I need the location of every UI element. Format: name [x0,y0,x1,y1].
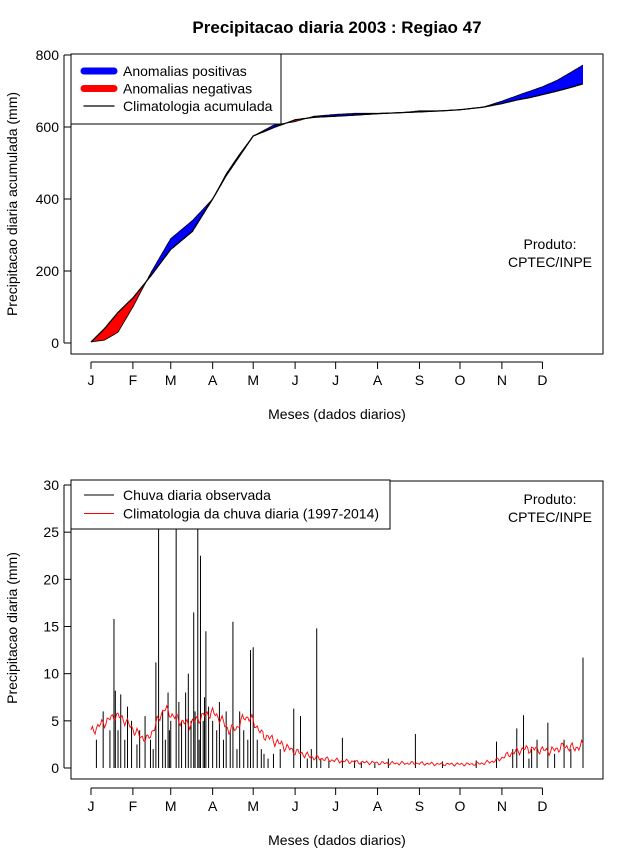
plot-frame [70,53,604,355]
x-tick-label: A [373,798,383,814]
y-tick-label: 20 [43,571,59,587]
daily-panel: Chuva diaria observada Climatologia da ch… [4,477,604,848]
y-tick-label: 10 [43,666,59,682]
credit-label-top: Produto: [524,236,577,252]
legend-label: Chuva diaria observada [123,487,271,503]
legend: Chuva diaria observada Climatologia da ch… [70,479,391,530]
legend-label: Anomalias negativas [123,81,252,97]
x-tick-label: J [332,372,339,388]
positive-anomaly-area [91,65,583,342]
x-tick-label: J [292,372,299,388]
y-tick-label: 400 [36,191,60,207]
y-tick-label: 0 [51,335,59,351]
x-tick-label: M [165,372,177,388]
x-tick-label: S [415,372,424,388]
x-tick-label: A [373,372,383,388]
credit-org-bottom: CPTEC/INPE [508,509,592,525]
y-axis-label: Precipitacao diaria (mm) [4,552,20,704]
y-tick-label: 800 [36,47,60,63]
legend-label: Anomalias positivas [123,63,247,79]
legend: Anomalias positivas Anomalias negativasCl… [70,53,282,125]
legend-label: Climatologia acumulada [123,98,273,114]
x-tick-label: A [208,798,218,814]
cumulative-panel: 0 200 400 600 800 Precipitacao diaria acumula… [4,47,604,422]
observed-cumulative-line [90,64,584,343]
y-tick-label: 15 [43,619,59,635]
x-tick-label: O [455,798,466,814]
chart-title: Precipitacao diaria 2003 : Regiao 47 [192,18,481,37]
credit-org-top: CPTEC/INPE [508,254,592,270]
x-tick-label: N [497,372,507,388]
legend-box [70,479,391,530]
x-tick-label: J [292,798,299,814]
x-tick-label: M [165,798,177,814]
legend-label: Climatologia da chuva diaria (1997-2014) [123,506,379,522]
y-tick-label: 5 [51,713,59,729]
x-tick-label: J [88,372,95,388]
x-tick-label: F [129,798,138,814]
x-axis-label: Meses (dados diarios) [268,406,406,422]
credit-label-bottom: Produto: [524,491,577,507]
x-tick-label: O [455,372,466,388]
x-tick-label: J [88,798,95,814]
climatology-cumulative-line [90,83,584,343]
x-tick-label: J [332,798,339,814]
x-tick-label: F [129,372,138,388]
x-tick-label: D [537,798,547,814]
y-tick-label: 600 [36,119,60,135]
climatology-daily-line [90,704,584,767]
x-axis-label: Meses (dados diarios) [268,832,406,848]
x-tick-label: M [247,798,259,814]
x-tick-label: D [537,372,547,388]
y-tick-label: 0 [51,760,59,776]
x-tick-label: M [247,372,259,388]
y-tick-label: 25 [43,524,59,540]
y-tick-label: 200 [36,263,60,279]
x-tick-label: N [497,798,507,814]
x-tick-label: A [208,372,218,388]
x-tick-label: S [415,798,424,814]
y-axis-label: Precipitacao diaria acumulada (mm) [4,92,20,316]
y-tick-label: 30 [43,477,59,493]
